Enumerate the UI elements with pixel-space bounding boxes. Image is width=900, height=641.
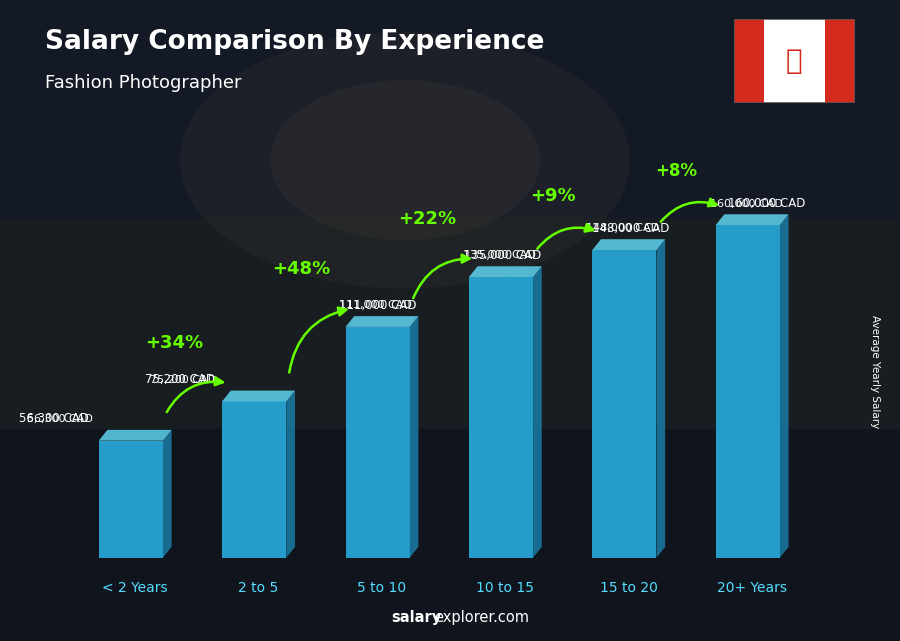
Text: 135,000 CAD: 135,000 CAD bbox=[464, 249, 541, 262]
Text: 75,200 CAD: 75,200 CAD bbox=[150, 375, 216, 385]
Text: 56,300 CAD: 56,300 CAD bbox=[27, 414, 93, 424]
Polygon shape bbox=[469, 277, 533, 558]
Ellipse shape bbox=[270, 80, 540, 240]
Bar bbox=[734, 19, 764, 103]
Polygon shape bbox=[592, 250, 656, 558]
Text: 148,000 CAD: 148,000 CAD bbox=[592, 222, 670, 235]
Text: Salary Comparison By Experience: Salary Comparison By Experience bbox=[45, 29, 544, 55]
Text: < 2 Years: < 2 Years bbox=[103, 581, 168, 595]
Text: 2 to 5: 2 to 5 bbox=[238, 581, 279, 595]
Text: 15 to 20: 15 to 20 bbox=[599, 581, 658, 595]
Polygon shape bbox=[346, 316, 419, 327]
Text: +8%: +8% bbox=[655, 162, 698, 179]
Text: 75,200 CAD: 75,200 CAD bbox=[145, 373, 215, 386]
Ellipse shape bbox=[180, 32, 630, 288]
Polygon shape bbox=[592, 239, 665, 250]
Polygon shape bbox=[99, 440, 163, 558]
Text: 160,000 CAD: 160,000 CAD bbox=[728, 197, 806, 210]
Polygon shape bbox=[163, 430, 172, 558]
Text: salary: salary bbox=[392, 610, 442, 625]
Text: 148,000 CAD: 148,000 CAD bbox=[586, 224, 660, 233]
Text: +22%: +22% bbox=[398, 210, 456, 228]
Text: 🍁: 🍁 bbox=[786, 47, 803, 75]
Polygon shape bbox=[780, 214, 788, 558]
Bar bbox=[824, 19, 855, 103]
Text: +34%: +34% bbox=[145, 334, 203, 352]
Polygon shape bbox=[99, 430, 172, 440]
Text: 160,000 CAD: 160,000 CAD bbox=[709, 199, 782, 208]
Text: Average Yearly Salary: Average Yearly Salary bbox=[869, 315, 880, 428]
Polygon shape bbox=[716, 225, 780, 558]
Bar bbox=[0, 0, 900, 218]
Polygon shape bbox=[222, 401, 286, 558]
Text: 111,000 CAD: 111,000 CAD bbox=[339, 299, 417, 312]
Text: +48%: +48% bbox=[272, 260, 330, 278]
Polygon shape bbox=[222, 390, 295, 401]
Text: 10 to 15: 10 to 15 bbox=[476, 581, 535, 595]
Text: 56,300 CAD: 56,300 CAD bbox=[19, 412, 89, 425]
Polygon shape bbox=[533, 266, 542, 558]
Polygon shape bbox=[656, 239, 665, 558]
Text: 135,000 CAD: 135,000 CAD bbox=[463, 251, 536, 260]
Text: 111,000 CAD: 111,000 CAD bbox=[339, 301, 412, 310]
Text: Fashion Photographer: Fashion Photographer bbox=[45, 74, 241, 92]
Polygon shape bbox=[469, 266, 542, 277]
Polygon shape bbox=[346, 327, 410, 558]
Bar bbox=[0, 218, 900, 429]
Polygon shape bbox=[286, 390, 295, 558]
Bar bbox=[0, 429, 900, 641]
Text: 20+ Years: 20+ Years bbox=[717, 581, 788, 595]
Text: 5 to 10: 5 to 10 bbox=[357, 581, 407, 595]
Text: +9%: +9% bbox=[530, 187, 576, 204]
Polygon shape bbox=[716, 214, 788, 225]
Polygon shape bbox=[410, 316, 418, 558]
Text: explorer.com: explorer.com bbox=[435, 610, 530, 625]
